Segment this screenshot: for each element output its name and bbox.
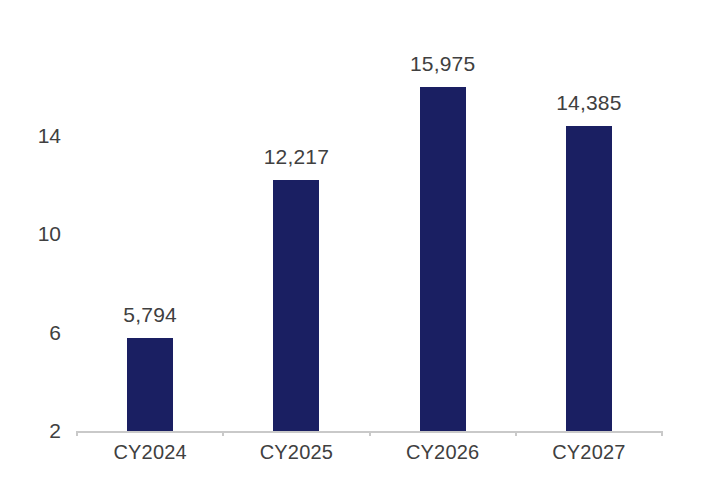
x-axis-category-label: CY2025: [260, 441, 333, 464]
bar: [273, 180, 319, 431]
x-axis-category-label: CY2024: [113, 441, 186, 464]
y-axis-tick-label: 14: [38, 124, 61, 148]
bar-value-label: 12,217: [264, 145, 329, 169]
y-axis-tick-label: 6: [49, 321, 61, 345]
x-axis-tick: [222, 431, 224, 436]
x-axis-category-label: CY2026: [406, 441, 479, 464]
x-axis-tick: [76, 431, 78, 436]
y-axis-tick-label: 2: [49, 419, 61, 443]
bar-value-label: 14,385: [556, 91, 621, 115]
bar-value-label: 5,794: [123, 303, 177, 327]
x-axis-tick: [661, 431, 663, 436]
x-axis-tick: [515, 431, 517, 436]
x-axis-tick: [369, 431, 371, 436]
bar-value-label: 15,975: [410, 52, 475, 76]
bar: [420, 87, 466, 431]
bar-chart: 2 6 10 14 5,794 CY2024 12,217 CY2025 15,975 CY202…: [0, 0, 720, 497]
y-axis-tick-label: 10: [38, 222, 61, 246]
bar: [127, 338, 173, 431]
x-axis-category-label: CY2027: [552, 441, 625, 464]
bar: [566, 126, 612, 431]
